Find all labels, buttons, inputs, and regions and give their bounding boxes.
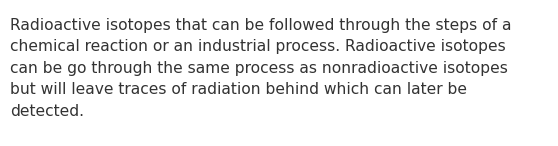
Text: Radioactive isotopes that can be followed through the steps of a
chemical reacti: Radioactive isotopes that can be followe… bbox=[10, 18, 512, 119]
